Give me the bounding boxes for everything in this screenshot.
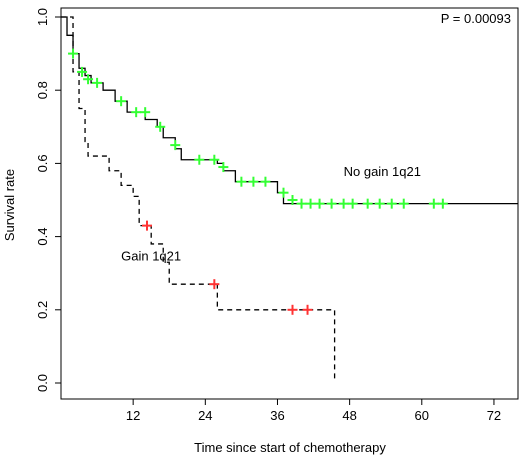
no-gain-censor-mark <box>155 121 166 132</box>
no-gain-censor-mark <box>140 107 151 118</box>
series-layer <box>61 16 518 380</box>
no-gain-censor-mark <box>116 96 127 107</box>
y-tick-label: 0.4 <box>35 228 50 246</box>
no-gain-censor-mark <box>326 198 337 209</box>
no-gain-censor-mark <box>362 198 373 209</box>
no-gain-censor-mark <box>209 154 220 165</box>
y-tick-label: 0.0 <box>35 374 50 392</box>
x-tick-label: 36 <box>270 408 284 423</box>
series-label-gain: Gain 1q21 <box>121 248 181 263</box>
x-tick-label: 12 <box>126 408 140 423</box>
y-tick-label: 1.0 <box>35 8 50 26</box>
no-gain-censor-mark <box>296 198 307 209</box>
gain-censor-mark <box>302 304 313 315</box>
no-gain-censor-mark <box>314 198 325 209</box>
no-gain-censor-mark <box>398 198 409 209</box>
no-gain-censor-mark <box>278 187 289 198</box>
x-tick-label: 48 <box>342 408 356 423</box>
censor-marks-layer <box>68 48 448 315</box>
x-axis-title: Time since start of chemotherapy <box>194 440 386 455</box>
x-axis: 12 24 36 48 60 72 <box>126 399 501 423</box>
series-label-no-gain: No gain 1q21 <box>344 164 421 179</box>
no-gain-censor-mark <box>260 176 271 187</box>
no-gain-censor-mark <box>92 77 103 88</box>
y-axis-title: Survival rate <box>2 169 17 241</box>
no-gain-censor-mark <box>305 198 316 209</box>
gain-survival-curve <box>61 16 336 380</box>
no-gain-censor-mark <box>83 74 94 85</box>
y-tick-label: 0.8 <box>35 81 50 99</box>
p-value-label: P = 0.00093 <box>441 11 511 26</box>
no-gain-censor-mark <box>170 140 181 151</box>
no-gain-censor-mark <box>437 198 448 209</box>
x-tick-label: 60 <box>415 408 429 423</box>
gain-censor-mark <box>209 279 220 290</box>
no-gain-censor-mark <box>77 66 88 77</box>
x-tick-label: 72 <box>487 408 501 423</box>
gain-censor-mark <box>287 304 298 315</box>
no-gain-censor-mark <box>347 198 358 209</box>
gain-censor-mark <box>141 220 152 231</box>
no-gain-censor-mark <box>68 48 79 59</box>
no-gain-censor-mark <box>236 176 247 187</box>
no-gain-censor-mark <box>218 162 229 173</box>
no-gain-censor-mark <box>131 107 142 118</box>
no-gain-survival-curve <box>61 16 518 205</box>
y-tick-label: 0.2 <box>35 301 50 319</box>
no-gain-censor-mark <box>248 176 259 187</box>
no-gain-censor-mark <box>428 198 439 209</box>
y-tick-label: 0.6 <box>35 154 50 172</box>
x-tick-label: 24 <box>198 408 212 423</box>
no-gain-censor-mark <box>374 198 385 209</box>
y-axis: 0.0 0.2 0.4 0.6 0.8 1.0 <box>35 8 61 392</box>
no-gain-censor-mark <box>386 198 397 209</box>
no-gain-censor-mark <box>194 154 205 165</box>
no-gain-censor-mark <box>338 198 349 209</box>
no-gain-censor-mark <box>287 195 298 205</box>
